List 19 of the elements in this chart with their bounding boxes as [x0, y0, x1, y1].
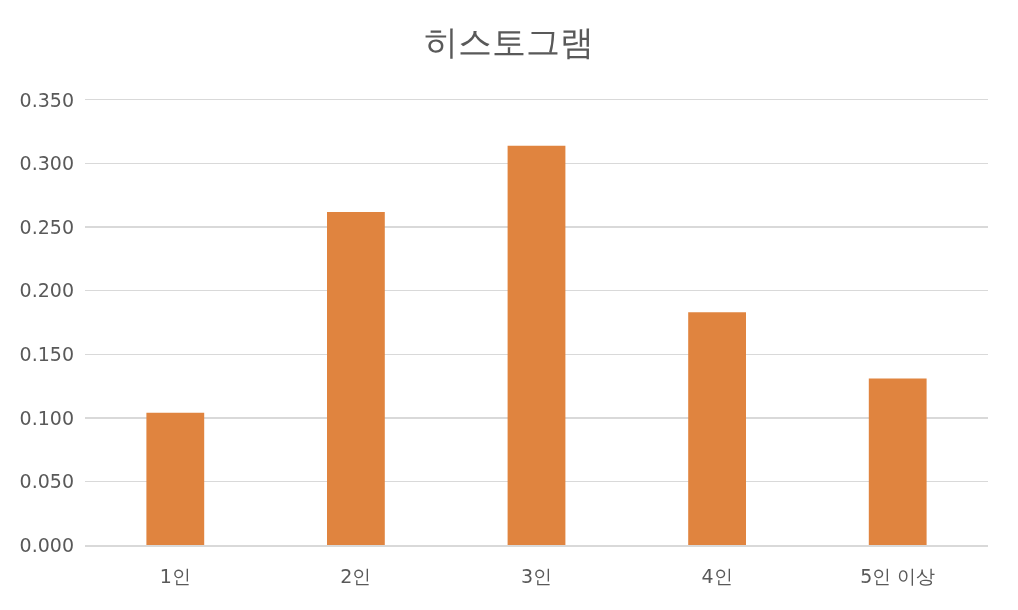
y-tick-label: 0.250 — [19, 215, 74, 238]
chart-title: 히스토그램 — [424, 22, 594, 63]
y-tick-label: 0.350 — [19, 88, 74, 111]
y-tick-label: 0.300 — [19, 152, 74, 175]
y-tick-label: 0.150 — [19, 342, 74, 365]
x-tick-label: 5인 이상 — [860, 565, 936, 588]
x-tick-label: 3인 — [520, 565, 553, 588]
bar — [146, 412, 205, 545]
y-tick-label: 0.000 — [19, 533, 74, 556]
x-tick-label: 4인 — [701, 565, 733, 588]
y-tick-label: 0.050 — [19, 470, 74, 493]
bar — [868, 378, 927, 545]
bar — [688, 312, 746, 545]
x-tick-label: 1인 — [159, 565, 191, 588]
x-tick-label: 2인 — [340, 565, 372, 588]
bar — [507, 145, 566, 545]
y-tick-label: 0.200 — [19, 279, 74, 302]
bar — [327, 211, 385, 545]
y-tick-label: 0.100 — [19, 406, 74, 429]
